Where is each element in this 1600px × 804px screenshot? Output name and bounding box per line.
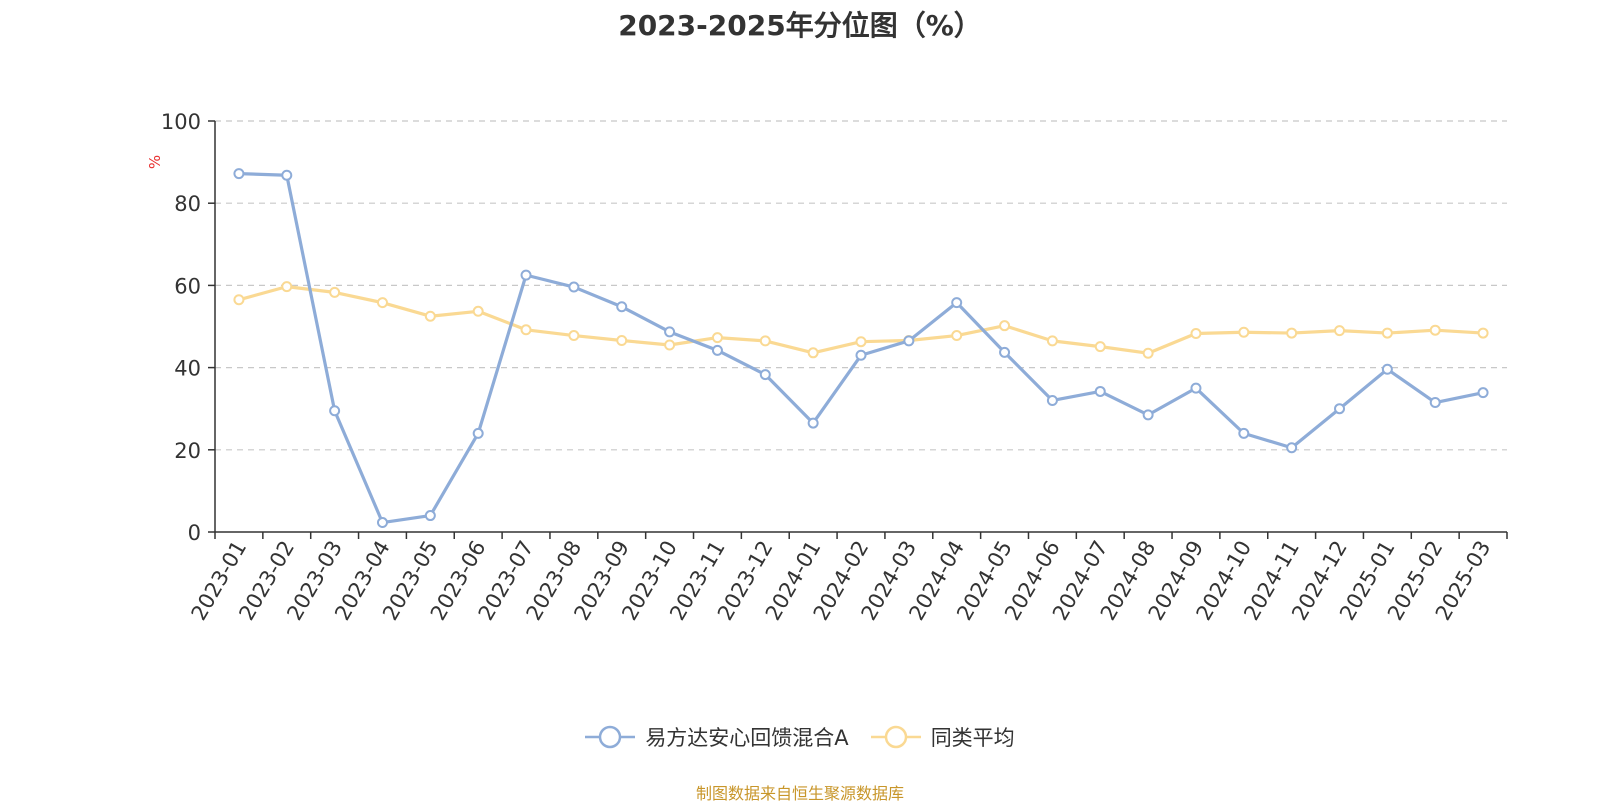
data-point — [951, 330, 963, 342]
data-point — [424, 310, 436, 322]
legend-item-1[interactable]: 同类平均 — [870, 722, 1015, 752]
series-line-0 — [238, 172, 1484, 525]
data-point — [1286, 327, 1298, 339]
data-point — [616, 301, 628, 313]
data-point — [1286, 442, 1298, 454]
data-point — [664, 326, 676, 338]
data-point — [1477, 327, 1489, 339]
data-point — [1429, 397, 1441, 409]
data-point — [1381, 363, 1393, 375]
data-point — [424, 510, 436, 522]
data-point — [759, 369, 771, 381]
legend: 易方达安心回馈混合A 同类平均 — [0, 722, 1600, 752]
data-point — [855, 349, 867, 361]
legend-marker-circle — [599, 725, 622, 749]
y-tick-label: 0 — [188, 521, 201, 545]
data-point — [616, 334, 628, 346]
data-point — [568, 330, 580, 342]
data-point — [999, 320, 1011, 332]
data-point — [1334, 325, 1346, 337]
data-point — [1334, 403, 1346, 415]
y-tick-label: 80 — [174, 192, 201, 216]
data-point — [376, 517, 388, 529]
data-point — [1142, 347, 1154, 359]
data-point — [1142, 409, 1154, 421]
data-point — [1190, 327, 1202, 339]
legend-item-0[interactable]: 易方达安心回馈混合A — [585, 722, 849, 752]
y-tick-label: 100 — [161, 110, 201, 134]
data-point — [855, 336, 867, 348]
data-point — [281, 169, 293, 181]
data-point — [759, 335, 771, 347]
data-point — [329, 286, 341, 298]
data-point — [903, 335, 915, 347]
data-point — [999, 346, 1011, 358]
y-tick-label: 40 — [174, 357, 201, 381]
data-point — [711, 344, 723, 356]
legend-label: 易方达安心回馈混合A — [645, 726, 849, 750]
legend-label: 同类平均 — [930, 726, 1015, 750]
data-point — [1046, 335, 1058, 347]
legend-marker-icon — [585, 725, 636, 749]
data-point — [472, 427, 484, 439]
data-point — [951, 297, 963, 309]
y-tick-label: 20 — [174, 439, 201, 463]
legend-marker-icon — [870, 725, 921, 749]
data-point — [329, 405, 341, 417]
data-point — [520, 269, 532, 281]
data-point — [376, 297, 388, 309]
data-point — [281, 281, 293, 293]
data-point — [233, 168, 245, 180]
data-point — [711, 332, 723, 344]
series-lines — [233, 168, 1489, 529]
data-point — [1238, 427, 1250, 439]
data-point — [807, 347, 819, 359]
data-point — [1429, 324, 1441, 336]
legend-marker-circle — [884, 725, 907, 749]
data-point — [568, 281, 580, 293]
data-point — [233, 294, 245, 306]
y-tick-label: 60 — [174, 274, 201, 298]
data-point — [1094, 341, 1106, 353]
data-point — [1238, 326, 1250, 338]
data-point — [472, 305, 484, 317]
y-axis-label: % — [146, 155, 164, 169]
data-point — [807, 417, 819, 429]
data-point — [1094, 385, 1106, 397]
data-point — [1046, 394, 1058, 406]
data-point — [520, 324, 532, 336]
source-note: 制图数据来自恒生聚源数据库 — [695, 784, 904, 803]
grid-lines — [215, 120, 1507, 451]
chart-title: 2023-2025年分位图（%） — [618, 9, 982, 42]
data-point — [664, 339, 676, 351]
data-point — [1190, 382, 1202, 394]
data-point — [1477, 387, 1489, 399]
data-point — [1381, 327, 1393, 339]
